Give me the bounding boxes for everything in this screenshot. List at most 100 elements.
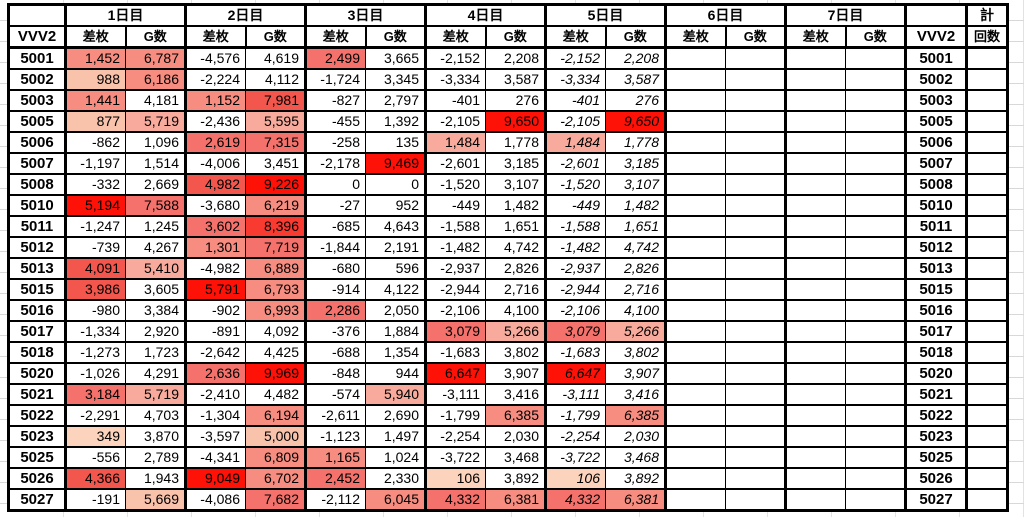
games-cell[interactable]: 3,384 bbox=[125, 299, 187, 322]
count-cell[interactable] bbox=[965, 68, 1009, 91]
diff-cell[interactable]: 1,301 bbox=[184, 236, 246, 259]
diff-cell[interactable]: -1,026 bbox=[64, 362, 126, 385]
day-header-1[interactable]: 1日目 bbox=[64, 3, 187, 27]
games-cell[interactable]: 3,665 bbox=[365, 46, 427, 70]
machine-id-cell-right[interactable]: 5007 bbox=[904, 152, 968, 175]
games-cell[interactable]: 944 bbox=[365, 362, 427, 385]
diff-cell[interactable] bbox=[784, 110, 846, 133]
games-cell[interactable]: 7,315 bbox=[245, 131, 307, 154]
games-cell[interactable] bbox=[845, 194, 907, 217]
games-cell[interactable]: 6,381 bbox=[485, 488, 547, 512]
diff-cell[interactable]: -2,106 bbox=[544, 299, 606, 322]
games-cell[interactable] bbox=[725, 299, 787, 322]
total-header[interactable]: 計 bbox=[965, 3, 1009, 27]
diff-cell[interactable] bbox=[664, 446, 726, 469]
diff-cell[interactable] bbox=[664, 236, 726, 259]
diff-cell[interactable]: -2,642 bbox=[184, 341, 246, 364]
diff-cell[interactable]: 1,165 bbox=[304, 446, 366, 469]
games-cell[interactable]: 3,185 bbox=[485, 152, 547, 175]
diff-cell[interactable]: -4,576 bbox=[184, 46, 246, 70]
machine-id-cell-right[interactable]: 5027 bbox=[904, 488, 968, 512]
count-cell[interactable] bbox=[965, 215, 1009, 238]
machine-id-cell[interactable]: 5006 bbox=[7, 131, 67, 154]
diff-cell[interactable] bbox=[664, 362, 726, 385]
diff-cell[interactable]: 9,049 bbox=[184, 467, 246, 490]
games-cell[interactable]: 9,226 bbox=[245, 173, 307, 196]
games-cell[interactable]: 4,092 bbox=[245, 320, 307, 343]
games-cell[interactable]: 3,587 bbox=[605, 68, 667, 91]
games-cell[interactable]: 2,789 bbox=[125, 446, 187, 469]
diff-cell[interactable]: -4,006 bbox=[184, 152, 246, 175]
games-cell[interactable]: 3,605 bbox=[125, 278, 187, 301]
diff-cell[interactable]: -902 bbox=[184, 299, 246, 322]
diff-cell[interactable]: -4,982 bbox=[184, 257, 246, 280]
diff-cell[interactable]: -980 bbox=[64, 299, 126, 322]
corner-cell[interactable] bbox=[7, 3, 67, 27]
diff-cell[interactable]: -3,334 bbox=[424, 68, 486, 91]
games-cell[interactable] bbox=[845, 362, 907, 385]
games-cell[interactable] bbox=[845, 110, 907, 133]
games-cell[interactable]: 4,291 bbox=[125, 362, 187, 385]
machine-id-cell-right[interactable]: 5013 bbox=[904, 257, 968, 280]
machine-id-cell[interactable]: 5026 bbox=[7, 467, 67, 490]
diff-cell[interactable]: 2,636 bbox=[184, 362, 246, 385]
diff-cell[interactable]: -1,334 bbox=[64, 320, 126, 343]
games-cell[interactable] bbox=[845, 299, 907, 322]
day-header-6[interactable]: 6日目 bbox=[664, 3, 787, 27]
diff-cell[interactable] bbox=[664, 467, 726, 490]
machine-id-cell[interactable]: 5025 bbox=[7, 446, 67, 469]
diff-cell[interactable]: -3,597 bbox=[184, 425, 246, 448]
games-cell[interactable]: 2,669 bbox=[125, 173, 187, 196]
count-cell[interactable] bbox=[965, 110, 1009, 133]
machine-id-cell-right[interactable]: 5017 bbox=[904, 320, 968, 343]
diff-cell[interactable]: -3,111 bbox=[544, 383, 606, 406]
diff-cell[interactable]: -556 bbox=[64, 446, 126, 469]
diff-cell[interactable] bbox=[784, 68, 846, 91]
machine-id-cell[interactable]: 5003 bbox=[7, 89, 67, 112]
diff-cell[interactable]: -376 bbox=[304, 320, 366, 343]
machine-id-cell[interactable]: 5012 bbox=[7, 236, 67, 259]
diff-cell[interactable]: 1,484 bbox=[544, 131, 606, 154]
diff-cell[interactable] bbox=[664, 383, 726, 406]
diff-cell[interactable]: -449 bbox=[424, 194, 486, 217]
machine-id-cell-right[interactable]: 5011 bbox=[904, 215, 968, 238]
diff-cell[interactable]: 5,791 bbox=[184, 278, 246, 301]
games-cell[interactable]: 6,787 bbox=[125, 46, 187, 70]
diff-cell[interactable] bbox=[664, 68, 726, 91]
diff-cell[interactable]: 6,647 bbox=[544, 362, 606, 385]
diff-cell[interactable]: -685 bbox=[304, 215, 366, 238]
diff-cell[interactable]: 1,441 bbox=[64, 89, 126, 112]
diff-cell[interactable]: -1,588 bbox=[424, 215, 486, 238]
count-cell[interactable] bbox=[965, 173, 1009, 196]
machine-id-cell-right[interactable]: 5001 bbox=[904, 46, 968, 70]
diff-cell[interactable]: 1,452 bbox=[64, 46, 126, 70]
diff-cell[interactable]: 2,452 bbox=[304, 467, 366, 490]
diff-cell[interactable]: -2,178 bbox=[304, 152, 366, 175]
machine-id-cell-right[interactable]: 5026 bbox=[904, 467, 968, 490]
diff-cell[interactable]: 2,619 bbox=[184, 131, 246, 154]
machine-col-header-right[interactable]: VVV2 bbox=[904, 25, 968, 49]
machine-id-cell-right[interactable]: 5020 bbox=[904, 362, 968, 385]
games-header[interactable]: G数 bbox=[485, 25, 547, 49]
games-cell[interactable] bbox=[725, 383, 787, 406]
games-cell[interactable]: 2,826 bbox=[485, 257, 547, 280]
machine-id-cell-right[interactable]: 5008 bbox=[904, 173, 968, 196]
machine-id-cell[interactable]: 5005 bbox=[7, 110, 67, 133]
diff-cell[interactable]: -4,341 bbox=[184, 446, 246, 469]
games-cell[interactable]: 6,194 bbox=[245, 404, 307, 427]
diff-cell[interactable] bbox=[664, 425, 726, 448]
games-cell[interactable]: 3,870 bbox=[125, 425, 187, 448]
games-cell[interactable]: 2,797 bbox=[365, 89, 427, 112]
diff-cell[interactable] bbox=[664, 278, 726, 301]
games-cell[interactable]: 952 bbox=[365, 194, 427, 217]
diff-cell[interactable]: -2,254 bbox=[544, 425, 606, 448]
games-cell[interactable]: 6,793 bbox=[245, 278, 307, 301]
games-cell[interactable] bbox=[725, 194, 787, 217]
diff-cell[interactable]: -2,436 bbox=[184, 110, 246, 133]
diff-cell[interactable] bbox=[784, 383, 846, 406]
games-cell[interactable]: 1,514 bbox=[125, 152, 187, 175]
diff-cell[interactable]: -2,601 bbox=[544, 152, 606, 175]
diff-header[interactable]: 差枚 bbox=[64, 25, 127, 49]
games-cell[interactable] bbox=[845, 152, 907, 175]
day-header-7[interactable]: 7日目 bbox=[784, 3, 907, 27]
